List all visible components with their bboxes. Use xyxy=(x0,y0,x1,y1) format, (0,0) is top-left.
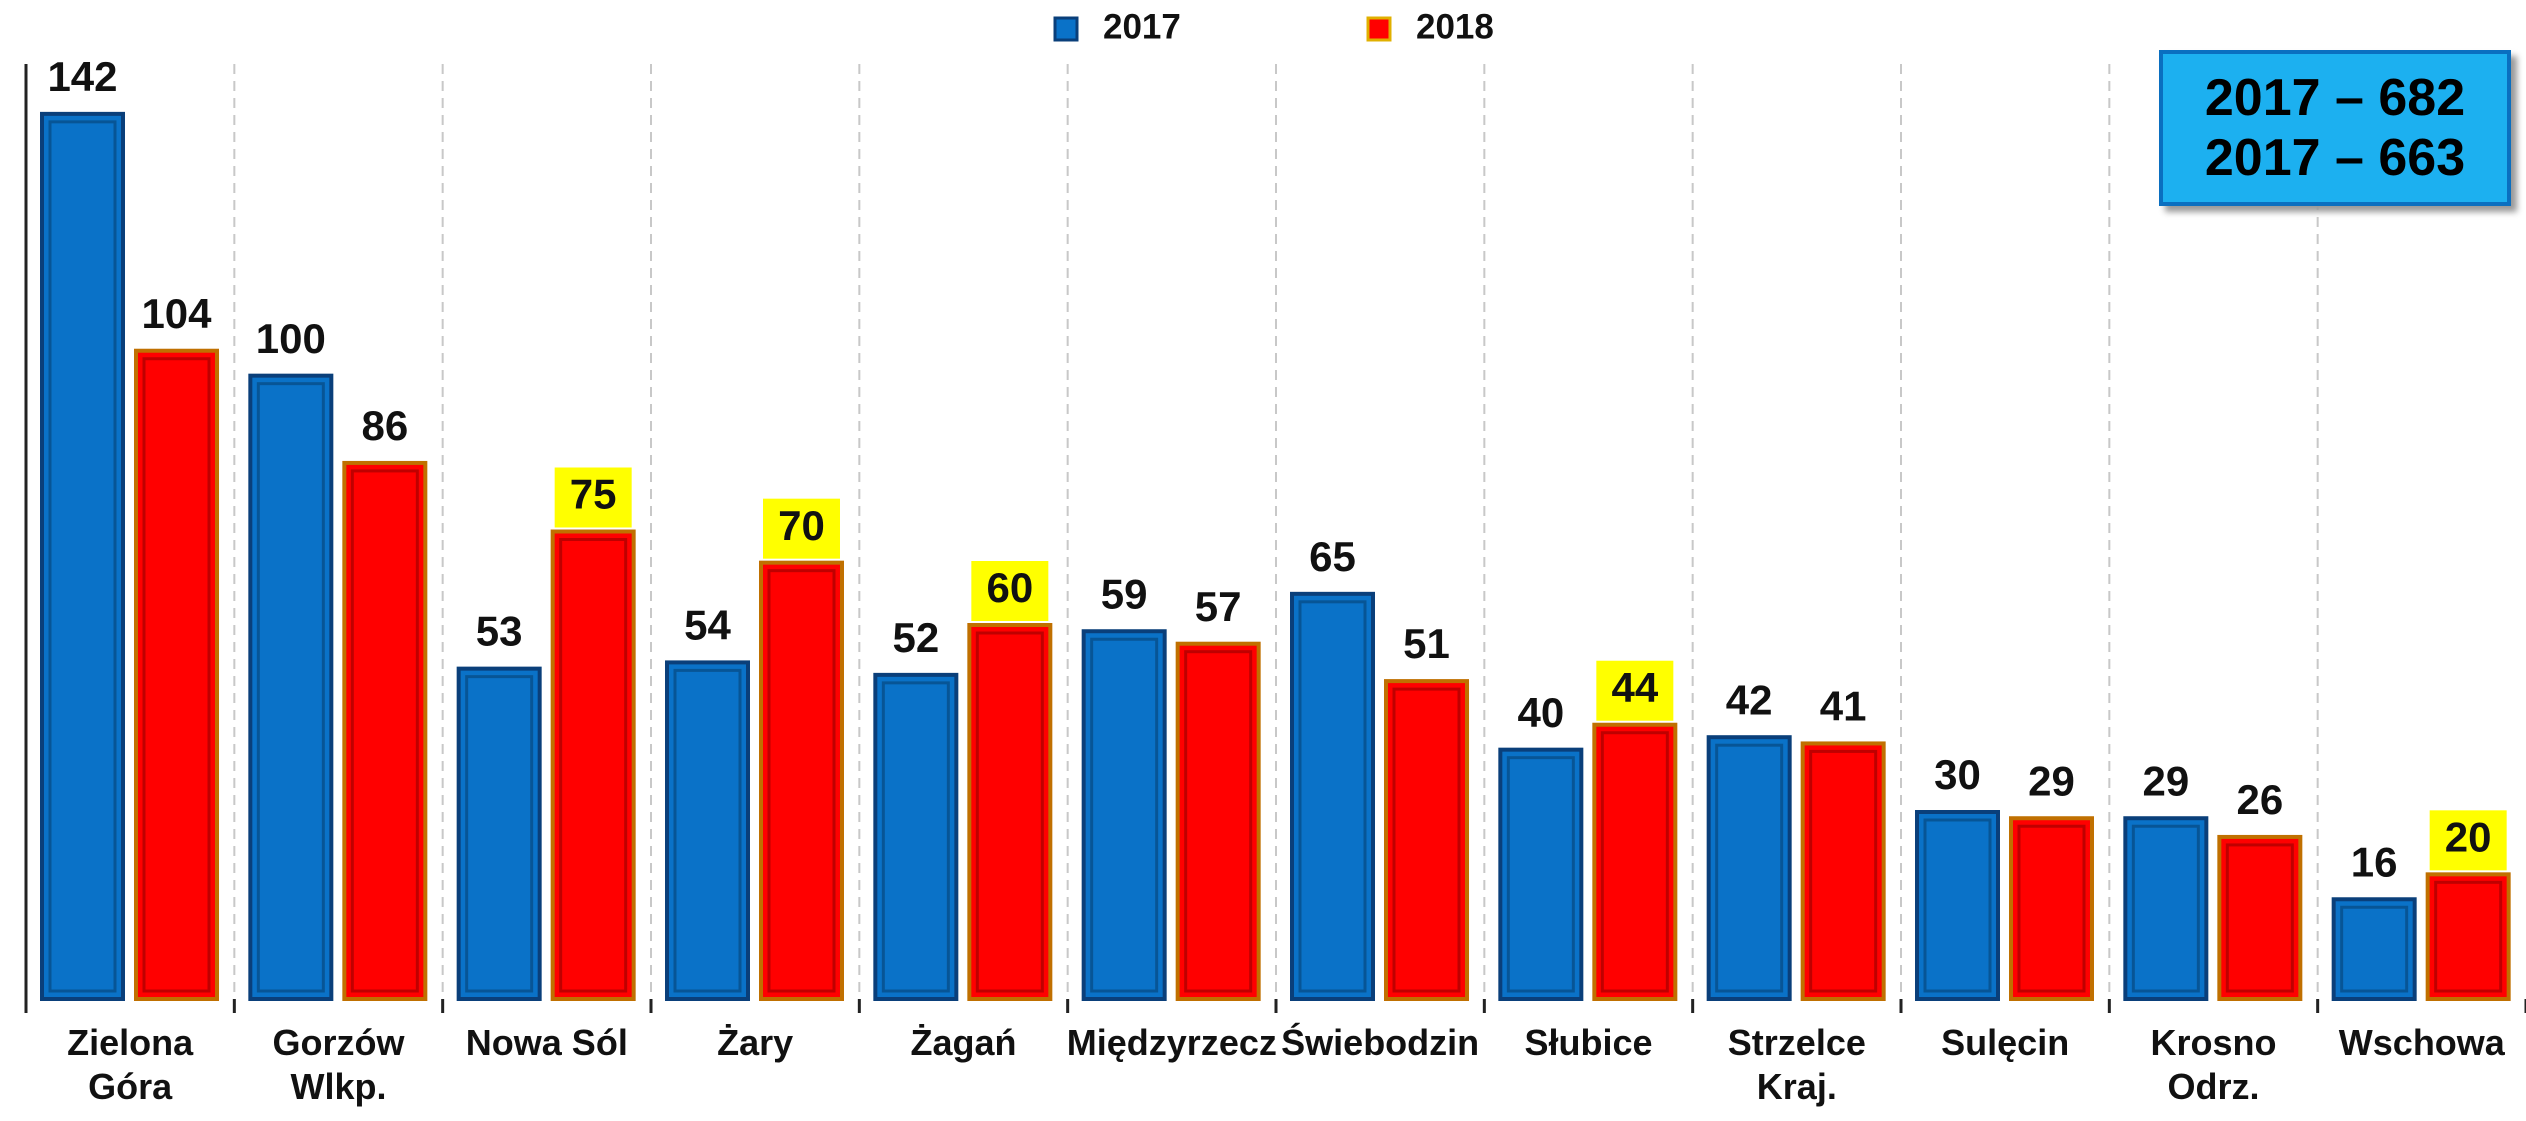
bar xyxy=(1915,810,2000,1001)
bar-shine xyxy=(1600,731,1669,993)
label-highlight xyxy=(554,467,632,528)
legend-label: 2017 xyxy=(1103,7,1181,46)
bar-shine xyxy=(465,675,534,993)
x-tick-label: Krosno Odrz. xyxy=(2150,1022,2277,1107)
value-label: 30 xyxy=(1934,751,1981,798)
bar xyxy=(2123,816,2209,1001)
x-tick-label: Zielona Góra xyxy=(67,1022,194,1107)
bar xyxy=(248,373,334,1001)
legend-swatch xyxy=(1053,16,1079,42)
bar-shine xyxy=(559,538,628,993)
value-label: 42 xyxy=(1726,676,1773,723)
summary-box: 2017 – 682 2017 – 663 xyxy=(2159,50,2511,206)
bar-shine xyxy=(1184,650,1253,993)
x-tick-label: Wschowa xyxy=(2338,1022,2505,1063)
label-highlight xyxy=(2429,810,2507,871)
value-label: 26 xyxy=(2236,776,2283,823)
bar xyxy=(2425,872,2511,1001)
bar-shine xyxy=(256,382,325,993)
bar xyxy=(1384,679,1469,1001)
bar xyxy=(1498,747,1584,1002)
value-label: 20 xyxy=(2445,813,2492,860)
value-label: 57 xyxy=(1195,583,1242,630)
x-tick-label: Słubice xyxy=(1524,1022,1653,1063)
x-tick-label: Żary xyxy=(717,1022,794,1063)
value-label: 70 xyxy=(778,502,825,549)
bar xyxy=(1175,641,1261,1001)
value-label: 54 xyxy=(684,601,731,648)
bar xyxy=(40,111,125,1002)
value-label: 51 xyxy=(1403,620,1450,667)
summary-line: 2017 – 663 xyxy=(2204,129,2466,187)
x-tick-label: Żagań xyxy=(910,1022,1017,1063)
bar-shine xyxy=(1506,756,1575,993)
bar-shine xyxy=(2225,843,2294,993)
bar-shine xyxy=(48,120,117,993)
bar-shine xyxy=(2434,880,2503,993)
bar xyxy=(550,529,636,1001)
bar xyxy=(967,623,1053,1001)
bar-shine xyxy=(673,668,742,993)
bar-shine xyxy=(975,631,1044,993)
bar xyxy=(873,672,959,1001)
value-label: 142 xyxy=(47,53,117,100)
bar-shine xyxy=(1809,749,1878,993)
x-tick-label: Strzelce Kraj. xyxy=(1727,1022,1866,1107)
value-label: 52 xyxy=(892,614,939,661)
bar-shine xyxy=(2340,905,2409,993)
bar-shine xyxy=(1392,687,1461,993)
bar xyxy=(1706,735,1792,1001)
summary-line: 2017 – 682 xyxy=(2204,69,2466,127)
bar-shine xyxy=(2131,824,2200,993)
bar-shine xyxy=(350,469,419,993)
bar xyxy=(342,460,428,1001)
bar xyxy=(1592,722,1678,1001)
value-label: 41 xyxy=(1820,683,1867,730)
value-label: 65 xyxy=(1309,533,1356,580)
value-label: 40 xyxy=(1517,689,1564,736)
bar-shine xyxy=(2017,824,2086,993)
value-label: 59 xyxy=(1101,570,1148,617)
bar-shine xyxy=(1923,818,1992,993)
value-label: 29 xyxy=(2028,757,2075,804)
value-label: 60 xyxy=(986,564,1033,611)
bar xyxy=(134,348,219,1001)
value-label: 16 xyxy=(2351,838,2398,885)
x-tick-label: Międzyrzecz xyxy=(1066,1022,1277,1063)
bar-shine xyxy=(1298,600,1367,993)
bar-shine xyxy=(1715,743,1784,993)
bar xyxy=(1800,741,1886,1002)
x-tick-label: Świebodzin xyxy=(1281,1022,1480,1063)
value-label: 29 xyxy=(2142,757,2189,804)
x-tick-label: Nowa Sól xyxy=(465,1022,628,1063)
value-label: 100 xyxy=(256,315,326,362)
bar-shine xyxy=(142,357,211,993)
bar xyxy=(456,666,542,1002)
value-label: 104 xyxy=(141,290,212,337)
value-label: 86 xyxy=(361,402,408,449)
bar xyxy=(2009,816,2094,1001)
bar xyxy=(2331,897,2417,1001)
bar xyxy=(2217,834,2303,1002)
value-label: 53 xyxy=(476,608,523,655)
value-label: 75 xyxy=(570,471,617,518)
label-highlight xyxy=(763,498,840,559)
value-label: 44 xyxy=(1611,664,1658,711)
bar xyxy=(1290,591,1375,1001)
bar-shine xyxy=(881,681,950,993)
bar xyxy=(1081,629,1167,1001)
x-tick-label: Gorzów Wlkp. xyxy=(272,1022,405,1107)
label-highlight xyxy=(1596,660,1674,721)
label-highlight xyxy=(971,561,1049,621)
x-tick-label: Sulęcin xyxy=(1941,1022,2070,1063)
legend-label: 2018 xyxy=(1416,7,1494,46)
legend-swatch xyxy=(1366,16,1392,42)
bar-shine xyxy=(767,569,836,993)
bar xyxy=(665,660,750,1002)
bar-shine xyxy=(1090,637,1159,993)
bar xyxy=(759,560,844,1002)
